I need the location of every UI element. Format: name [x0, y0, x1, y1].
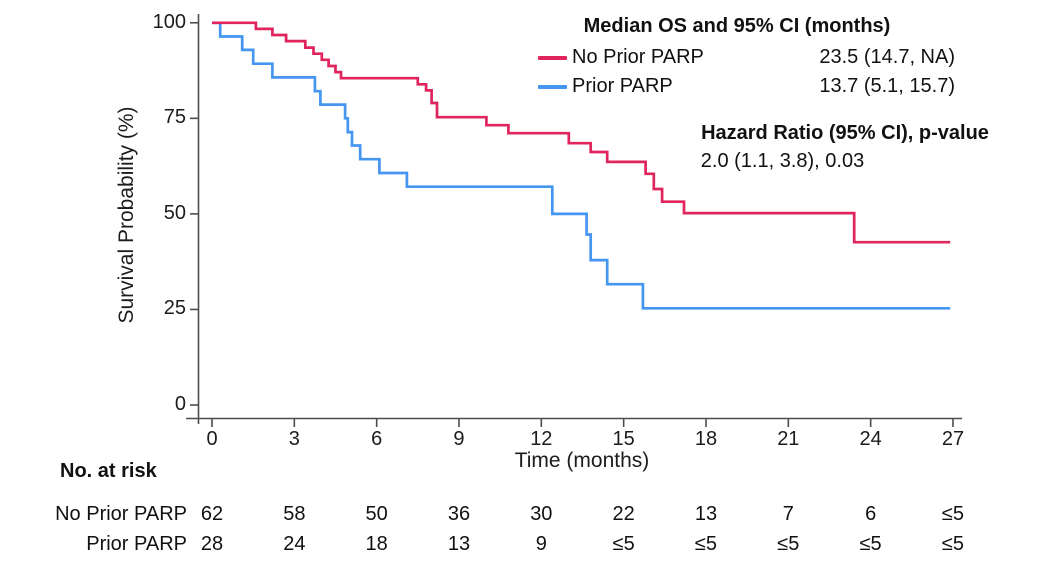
risk-count: 18	[365, 533, 388, 555]
y-axis-title: Survival Probability (%)	[115, 106, 138, 324]
x-tick-label: 24	[859, 428, 882, 450]
y-tick-label: 100	[152, 10, 186, 33]
survival-curve-prior-parp	[212, 21, 951, 310]
hazard-ratio-value: 2.0 (1.1, 3.8), 0.03	[700, 150, 865, 172]
risk-count: 50	[365, 503, 388, 525]
x-tick-label: 0	[206, 428, 218, 450]
risk-count: 13	[694, 503, 718, 525]
prior-parp-line-swatch	[538, 85, 567, 89]
y-tick-label: 25	[163, 297, 186, 320]
risk-count: 6	[865, 503, 877, 525]
risk-count: ≤5	[941, 533, 965, 555]
risk-count: 24	[283, 533, 306, 555]
risk-count: 36	[447, 503, 471, 525]
risk-count: 28	[200, 533, 224, 555]
risk-count: ≤5	[941, 503, 965, 525]
risk-count: 62	[200, 503, 224, 525]
risk-count: ≤5	[694, 533, 718, 555]
y-tick-label: 0	[174, 393, 186, 415]
legend-title: Median OS and 95% CI (months)	[583, 15, 891, 37]
y-tick-label: 50	[163, 201, 186, 224]
risk-table-header: No. at risk	[60, 460, 157, 482]
x-axis-title: Time (months)	[514, 449, 650, 472]
legend-label-prior-parp: Prior PARP	[572, 75, 673, 97]
y-tick-label: 75	[163, 106, 186, 129]
legend-value-prior-parp: 13.7 (5.1, 15.7)	[819, 75, 955, 97]
x-tick-label: 18	[694, 428, 718, 450]
no-prior-parp-line-swatch	[538, 56, 567, 60]
legend-value-no-prior-parp: 23.5 (14.7, NA)	[819, 46, 955, 68]
risk-count: 30	[530, 503, 553, 525]
x-tick-label: 15	[612, 428, 635, 450]
risk-count: 22	[612, 503, 635, 525]
risk-count: ≤5	[612, 533, 635, 555]
risk-count: ≤5	[859, 533, 882, 555]
x-tick-label: 12	[530, 428, 553, 450]
survival-curve-no-prior-parp	[212, 21, 951, 244]
x-tick-label: 27	[941, 428, 965, 450]
x-tick-label: 6	[371, 428, 383, 450]
x-tick-label: 21	[777, 428, 800, 450]
legend-label-no-prior-parp: No Prior PARP	[572, 46, 704, 68]
risk-count: ≤5	[777, 533, 800, 555]
hazard-ratio-title: Hazard Ratio (95% CI), p-value	[701, 122, 989, 144]
risk-row-label: No Prior PARP	[55, 503, 187, 525]
x-tick-label: 9	[453, 428, 465, 450]
risk-count: 13	[447, 533, 471, 555]
risk-row-label: Prior PARP	[86, 533, 187, 555]
risk-count: 7	[782, 503, 794, 525]
risk-count: 9	[535, 533, 547, 555]
x-tick-label: 3	[288, 428, 300, 450]
risk-count: 58	[283, 503, 306, 525]
